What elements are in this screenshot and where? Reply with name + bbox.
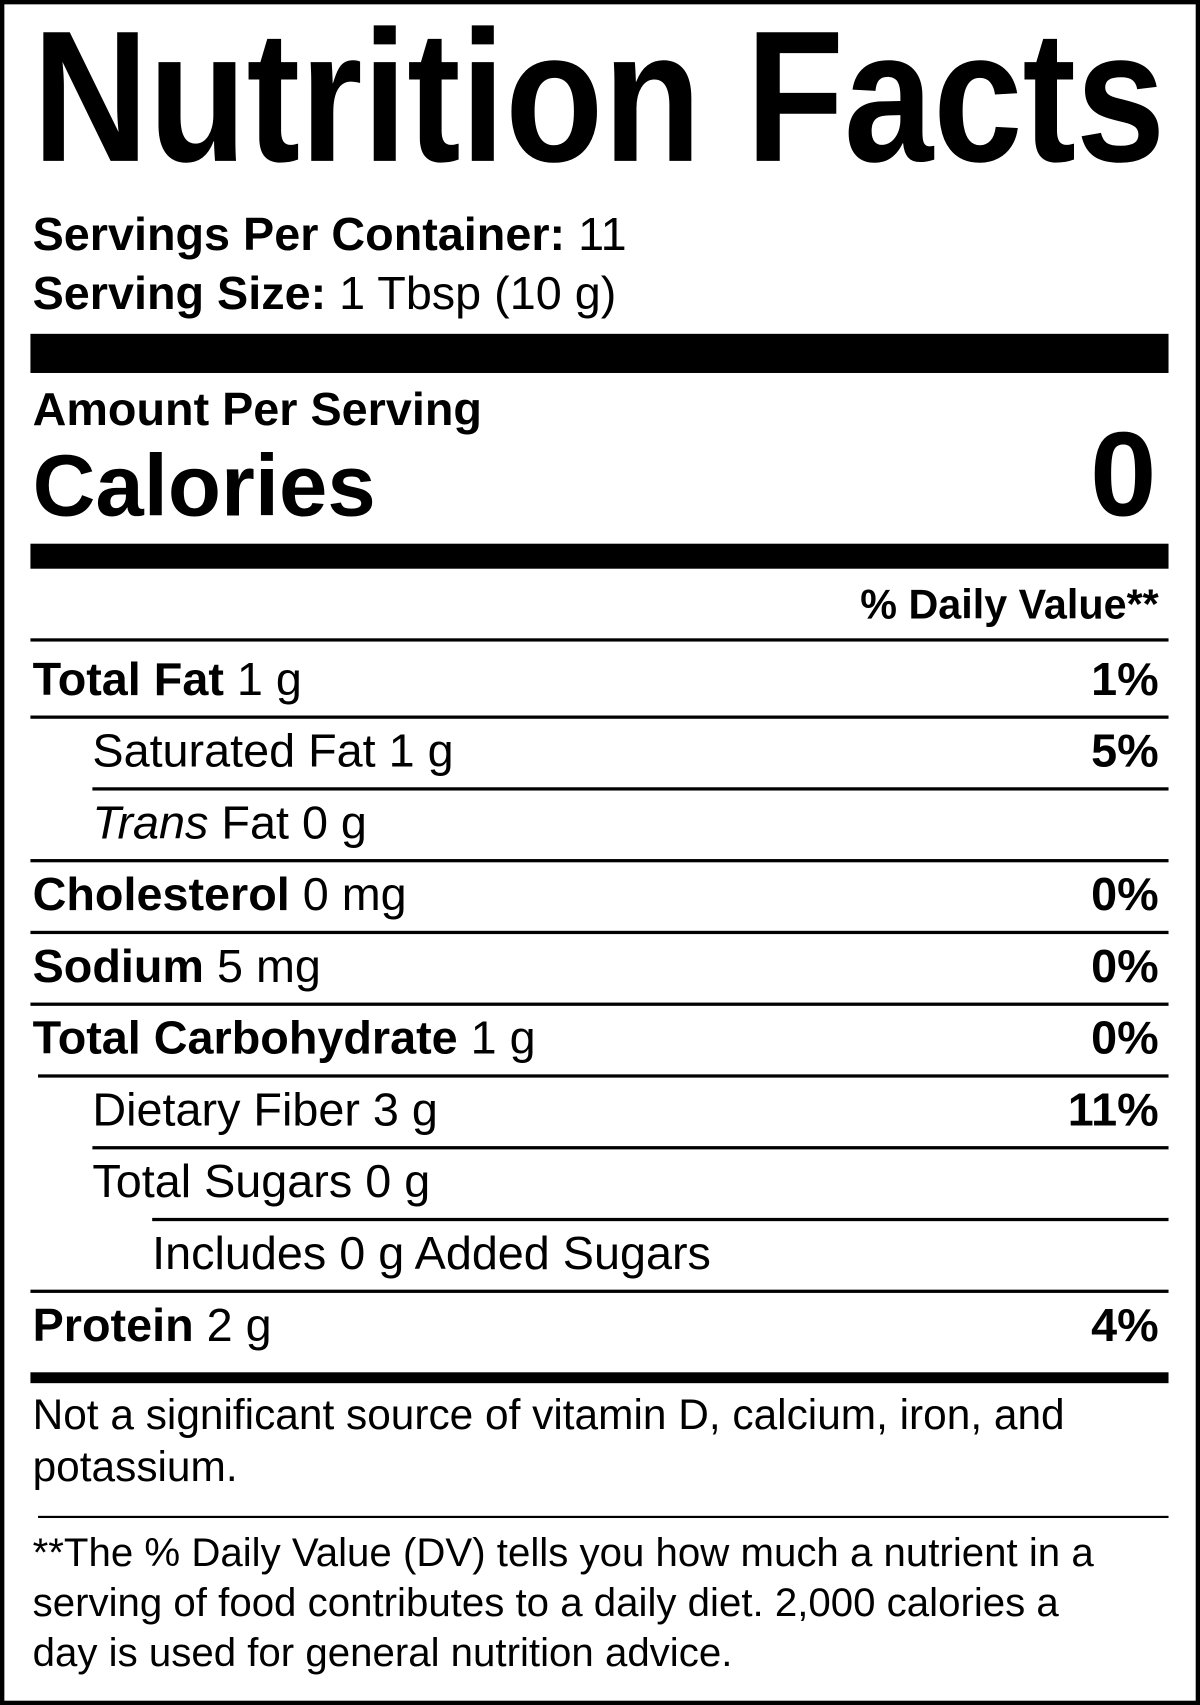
nutrient-amount: 2 g	[206, 1299, 272, 1352]
divider	[30, 638, 1169, 642]
serving-size: Serving Size: 1 Tbsp (10 g)	[32, 267, 617, 320]
row-divider	[92, 787, 1169, 790]
nutrient-row: Cholesterol 0 mg	[33, 872, 407, 919]
row-divider	[152, 1217, 1169, 1221]
nutrient-name: Dietary Fiber	[92, 1084, 360, 1137]
dv-footnote-line: serving of food contributes to a daily d…	[32, 1579, 1059, 1625]
nutrient-amount: 3 g	[372, 1084, 438, 1137]
nutrient-amount: 1 g	[236, 653, 302, 706]
dv-footnote-line: **The % Daily Value (DV) tells you how m…	[32, 1529, 1094, 1575]
nutrient-row: Dietary Fiber 3 g	[92, 1087, 438, 1134]
nutrient-amount: 0 g	[301, 797, 367, 850]
nutrient-daily-value: 4%	[1091, 1299, 1159, 1352]
nutrient-amount: 1 g	[470, 1012, 536, 1065]
nutrient-name: Trans	[92, 797, 209, 850]
servings-per-container: Servings Per Container: 11	[32, 208, 627, 261]
nutrient-row: Protein 2 g	[33, 1302, 272, 1350]
title-svg: Nutrition Facts	[33, 0, 1166, 185]
medium-divider	[30, 543, 1169, 569]
calories-label: Calories	[32, 437, 376, 534]
nutrient-row: Includes 0 g Added Sugars	[152, 1227, 711, 1280]
nutrient-name: Sodium	[32, 940, 204, 993]
vitamin-footnote-line: potassium.	[32, 1444, 238, 1491]
nutrient-amount: 1 g	[388, 725, 454, 778]
title: Nutrition Facts	[33, 0, 1166, 185]
nutrient-row: Total Fat 1 g	[32, 653, 302, 706]
nutrient-name: Protein	[32, 1299, 194, 1352]
nutrient-daily-value: 0%	[1091, 1012, 1159, 1065]
nutrient-row: Saturated Fat 1 g	[92, 728, 453, 776]
nutrient-daily-value: 1%	[1091, 653, 1159, 706]
nutrient-daily-value: 0%	[1091, 940, 1159, 993]
nutrient-amount: 0 mg	[302, 868, 407, 922]
nutrient-daily-value: 5%	[1091, 725, 1159, 778]
row-divider	[30, 930, 1169, 934]
nutrient-row: Total Sugars 0 g	[92, 1159, 430, 1206]
nutrient-name: Includes 0 g Added Sugars	[152, 1227, 711, 1280]
row-divider	[30, 1002, 1169, 1006]
nutrient-daily-value: 0%	[1091, 868, 1159, 922]
serving-size-label: Serving Size:	[32, 267, 327, 320]
serving-size-value: 1 Tbsp (10 g)	[339, 267, 617, 320]
nutrient-row: Trans Fat 0 g	[92, 800, 367, 847]
dv-footnote-line: day is used for general nutrition advice…	[32, 1630, 733, 1675]
nutrient-name: Cholesterol	[32, 868, 290, 922]
row-divider	[92, 1146, 1169, 1149]
daily-value-header: % Daily Value**	[860, 582, 1159, 629]
row-divider	[30, 715, 1169, 719]
thick-divider	[30, 1372, 1169, 1384]
servings-value: 11	[578, 208, 627, 261]
calories-value: 0	[1090, 407, 1157, 542]
nutrient-amount: 5 mg	[216, 940, 321, 993]
row-divider	[38, 1074, 1169, 1078]
nutrient-name: Total Sugars	[92, 1155, 353, 1209]
amount-per-serving: Amount Per Serving	[32, 383, 482, 437]
nutrient-name: Total Carbohydrate	[32, 1012, 458, 1065]
nutrient-row: Total Carbohydrate 1 g	[33, 1015, 536, 1063]
nutrient-row: Sodium 5 mg	[32, 940, 321, 993]
divider	[38, 1515, 1169, 1519]
servings-label: Servings Per Container:	[32, 208, 566, 261]
nutrient-daily-value: 11%	[1067, 1084, 1159, 1137]
vitamin-footnote-line: Not a significant source of vitamin D, c…	[32, 1391, 1065, 1439]
nutrient-name: Saturated Fat	[92, 725, 376, 778]
thick-divider	[30, 333, 1169, 373]
row-divider	[30, 859, 1169, 862]
row-divider	[30, 1289, 1169, 1293]
nutrient-name: Total Fat	[32, 653, 224, 706]
nutrient-amount: 0 g	[365, 1155, 431, 1209]
nutrient-name-suffix: Fat	[221, 797, 289, 850]
